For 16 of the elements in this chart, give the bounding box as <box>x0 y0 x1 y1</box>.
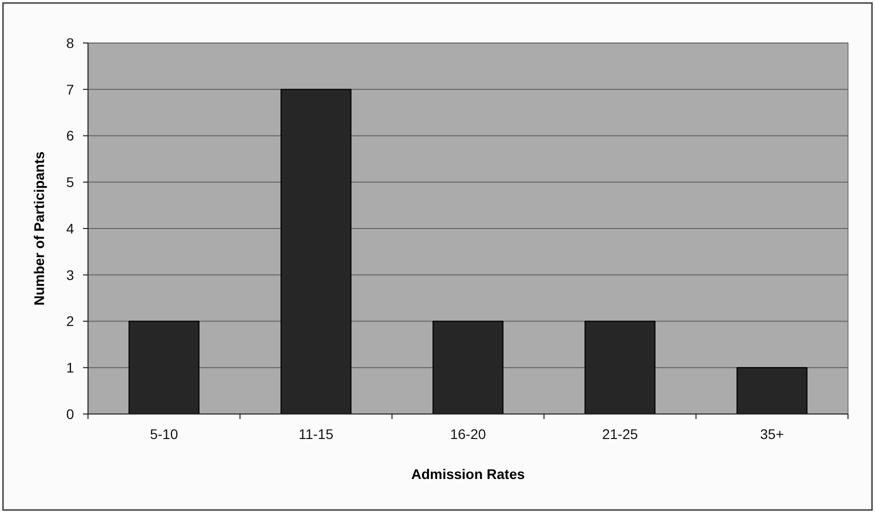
y-tick-label: 2 <box>66 313 74 330</box>
x-tick-label: 11-15 <box>298 426 334 442</box>
y-tick-label: 6 <box>66 128 74 144</box>
x-axis-title: Admission Rates <box>411 466 526 482</box>
y-tick-label: 4 <box>66 220 74 236</box>
y-tick-label: 8 <box>66 34 74 51</box>
y-axis-title: Number of Participants <box>31 151 47 306</box>
y-tick-label: 0 <box>66 406 74 422</box>
y-tick-label: 5 <box>66 174 74 190</box>
x-tick-label: 5-10 <box>150 426 178 442</box>
x-tick-label: 35+ <box>760 426 784 442</box>
y-tick-label: 3 <box>66 266 74 283</box>
x-tick-label: 21-25 <box>602 426 638 442</box>
y-tick-label: 7 <box>66 81 74 98</box>
y-tick-label: 1 <box>66 360 74 376</box>
x-tick-label: 16-20 <box>450 426 486 442</box>
